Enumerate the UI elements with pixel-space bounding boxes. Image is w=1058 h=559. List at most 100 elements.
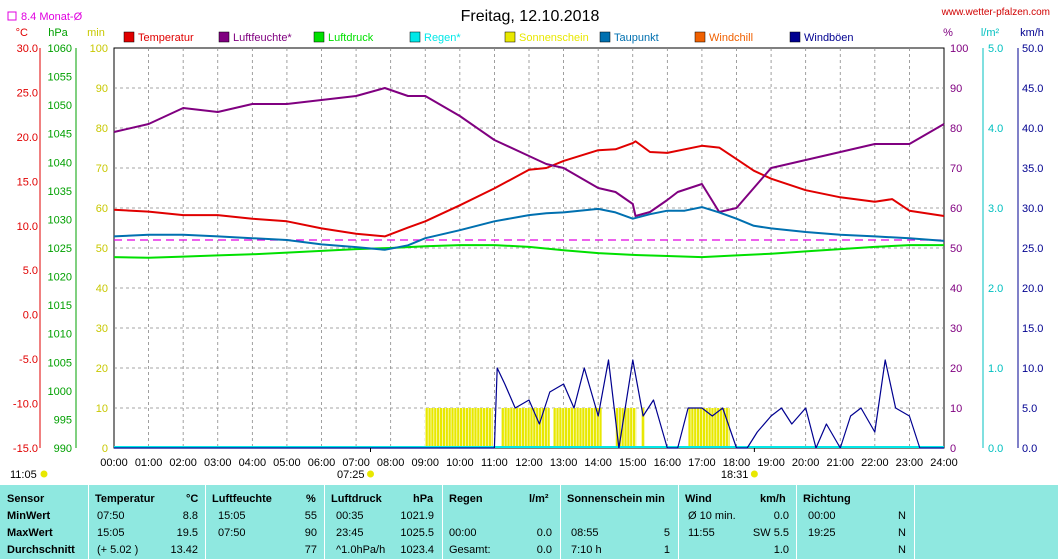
axis-sun_min-tick: 100 [90, 43, 108, 55]
x-tick-label: 23:00 [896, 457, 924, 469]
legend-swatch [789, 31, 801, 43]
axis-wind-tick: 25.0 [1022, 243, 1043, 255]
axis-sun_min-tick: 70 [96, 163, 108, 175]
axis-pressure-tick: 1045 [48, 129, 72, 141]
axis-pressure-tick: 1010 [48, 329, 72, 341]
stats-cell-rain-val: 0.0 [536, 544, 552, 556]
series-taupunkt [113, 206, 945, 251]
x-tick-label: 06:00 [308, 457, 336, 469]
x-tick-label: 24:00 [930, 457, 958, 469]
axis-sun_min-tick: 80 [96, 123, 108, 135]
axis-temp-tick: 10.0 [17, 221, 38, 233]
axis-humidity-tick: 90 [950, 83, 962, 95]
stats-header-wind-unit: km/h [760, 493, 786, 505]
axis-rain-tick: 2.0 [988, 283, 1003, 295]
axis-humidity-tick: 60 [950, 203, 962, 215]
stats-cell-label: MaxWert [7, 527, 53, 539]
legend-swatch [599, 31, 611, 43]
x-tick-label: 10:00 [446, 457, 474, 469]
avg-legend-box [7, 11, 17, 21]
stats-cell-dir-val: N [898, 510, 906, 522]
daylength-sun-icon [40, 470, 48, 478]
axis-sun_min-tick: 40 [96, 283, 108, 295]
stats-cell-press-time: ^1.0hPa/h [336, 544, 386, 556]
x-tick-label: 03:00 [204, 457, 232, 469]
stats-cell-hum-time: 15:05 [218, 510, 246, 522]
stats-cell-dir-val: N [898, 544, 906, 556]
legend-label: Sonnenschein [519, 32, 589, 44]
x-tick-label: 07:00 [342, 457, 370, 469]
axis-wind-tick: 40.0 [1022, 123, 1043, 135]
axis-humidity-tick: 100 [950, 43, 968, 55]
stats-cell-dir-time: 00:00 [808, 510, 836, 522]
axis-humidity-tick: 20 [950, 363, 962, 375]
stats-table: Sensor Temperatur °C Luftfeuchte % Luftd… [0, 485, 1058, 559]
daylength-label: 11:05 [10, 469, 37, 481]
axis-pressure-tick: 1060 [48, 43, 72, 55]
axis-pressure-tick: 1020 [48, 272, 72, 284]
stats-cell-temp-val: 19.5 [176, 527, 198, 539]
legend-swatch [409, 31, 421, 43]
axis-wind-tick: 30.0 [1022, 203, 1043, 215]
stats-cell-press-time: 00:35 [336, 510, 364, 522]
axis-temp-tick: 30.0 [17, 43, 38, 55]
stats-cell-hum-val: 55 [304, 510, 317, 522]
sun-marker-icon [750, 470, 758, 478]
legend-label: Luftdruck [328, 32, 374, 44]
stats-cell-dir-time: 19:25 [808, 527, 836, 539]
axis-sun_min-tick: 60 [96, 203, 108, 215]
stats-header-temp-unit: °C [186, 493, 199, 505]
legend-label: Windböen [804, 32, 854, 44]
axis-wind-tick: 10.0 [1022, 363, 1043, 375]
stats-cell-press-val: 1021.9 [400, 510, 434, 522]
axis-sun_min-tick: 90 [96, 83, 108, 95]
stats-header-hum: Luftfeuchte [212, 493, 272, 505]
legend-label: Taupunkt [614, 32, 659, 44]
axis-rain-tick: 0.0 [988, 443, 1003, 455]
stats-header-rain: Regen [449, 493, 483, 505]
axis-pressure-tick: 1050 [48, 100, 72, 112]
stats-cell-rain-time: Gesamt: [449, 544, 491, 556]
stats-cell-wind-time: 11:55 [688, 527, 715, 539]
stats-cell-hum-time: 07:50 [218, 527, 246, 539]
x-axis-labels: 00:00 01:00 02:00 03:00 04:00 05:00 06:00 07:00… [100, 448, 958, 481]
axis-wind-tick: 20.0 [1022, 283, 1043, 295]
axis-wind-tick: 5.0 [1022, 403, 1037, 415]
stats-cell-sun-val: 5 [663, 527, 670, 539]
stats-cell-temp-val: 13.42 [170, 544, 198, 556]
x-tick-label: 12:00 [515, 457, 543, 469]
axis-humidity-tick: 80 [950, 123, 962, 135]
axis-temp-tick: 15.0 [17, 176, 38, 188]
stats-cell-sun-val: 1 [663, 544, 670, 556]
axis-pressure-tick: 1005 [48, 357, 72, 369]
legend-swatch [313, 31, 325, 43]
axis-pressure-tick: 1015 [48, 300, 72, 312]
wind-unit-label: km/h [1020, 27, 1044, 39]
axis-humidity-tick: 0 [950, 443, 956, 455]
stats-cell-temp-time: (+ 5.02 ) [97, 544, 139, 556]
sun-unit-label: min [87, 27, 105, 39]
x-tick-label: 09:00 [411, 457, 439, 469]
stats-cell-dir-val: N [898, 527, 906, 539]
chart-axes: 30.0 25.0 20.0 15.0 10.0 5.0 0.0 -5.0 -10.0 -15.0… [13, 43, 1044, 455]
axis-rain-tick: 4.0 [988, 123, 1003, 135]
axis-rain-tick: 5.0 [988, 43, 1003, 55]
axis-sun_min-tick: 10 [96, 403, 108, 415]
sunshine-bar [553, 408, 602, 448]
axis-wind-tick: 35.0 [1022, 163, 1043, 175]
x-tick-label: 11:00 [481, 457, 508, 469]
stats-cell-temp-time: 15:05 [97, 527, 125, 539]
weather-chart: Freitag, 12.10.2018 www.wetter-pfalzen.c… [7, 7, 1050, 481]
x-tick-label: 16:00 [654, 457, 682, 469]
axis-temp-tick: 20.0 [17, 132, 38, 144]
axis-sun_min-tick: 20 [96, 363, 108, 375]
sunshine-bars [114, 408, 944, 448]
legend-swatch [218, 31, 230, 43]
axis-temp-tick: -10.0 [13, 399, 38, 411]
x-tick-label: 08:00 [377, 457, 405, 469]
stats-header-wind: Wind [685, 493, 712, 505]
site-link[interactable]: www.wetter-pfalzen.com [941, 7, 1050, 18]
x-tick-label: 19:00 [757, 457, 785, 469]
legend-label: Windchill [709, 32, 753, 44]
x-tick-label: 15:00 [619, 457, 647, 469]
